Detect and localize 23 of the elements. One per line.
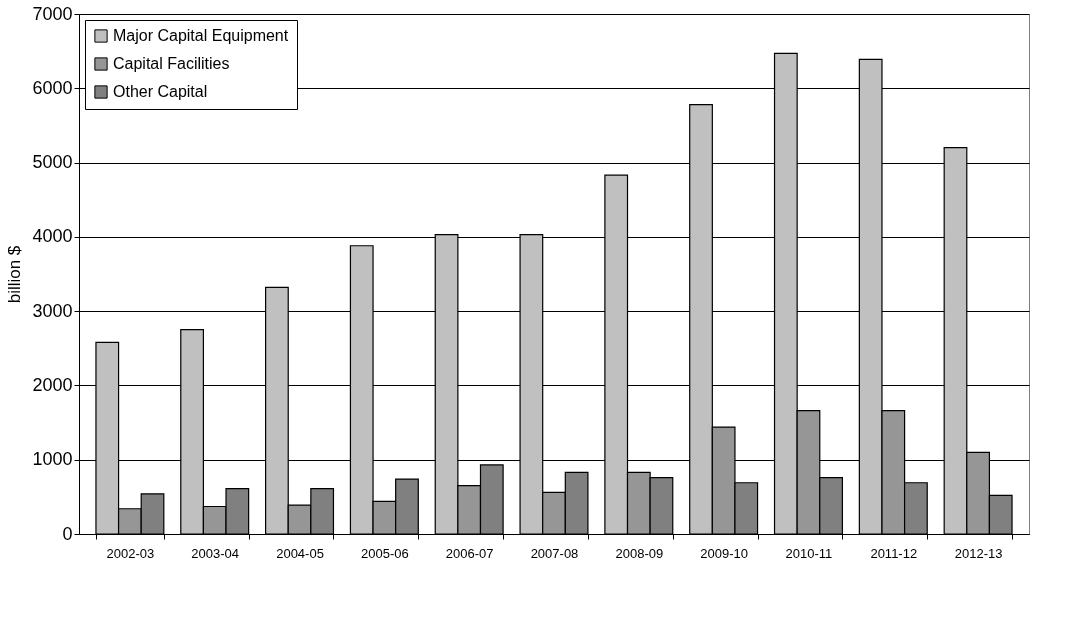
y-tick-label: 0	[62, 523, 73, 544]
y-tick-label: 6000	[32, 77, 73, 98]
x-tick-label: 2003-04	[191, 545, 240, 561]
y-tick-label: 2000	[32, 374, 73, 395]
x-tick-label: 2007-08	[530, 545, 579, 561]
x-tick-label: 2004-05	[276, 545, 324, 561]
x-tick-label: 2008-09	[615, 545, 664, 561]
x-tick-label: 2011-12	[870, 545, 918, 561]
x-tick-label: 2006-07	[445, 545, 494, 561]
y-tick-label: 1000	[32, 449, 73, 470]
legend-label: Other Capital	[113, 83, 208, 100]
y-tick-label: 3000	[32, 300, 73, 321]
x-tick-label: 2002-03	[106, 545, 155, 561]
y-tick-label: 5000	[32, 152, 73, 173]
x-tick-label: 2010-11	[785, 545, 833, 561]
y-tick-label: 7000	[32, 3, 73, 24]
x-tick-label: 2012-13	[954, 545, 1003, 561]
legend-label: Major Capital Equipment	[113, 27, 289, 44]
y-axis-title: billion $	[5, 245, 25, 304]
x-tick-label: 2005-06	[361, 545, 409, 561]
y-tick-label: 4000	[32, 226, 73, 247]
legend-label: Capital Facilities	[113, 55, 230, 72]
x-tick-label: 2009-10	[700, 545, 748, 561]
